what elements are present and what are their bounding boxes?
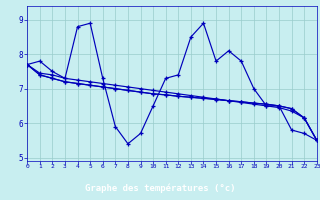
Text: Graphe des températures (°c): Graphe des températures (°c): [85, 184, 235, 193]
